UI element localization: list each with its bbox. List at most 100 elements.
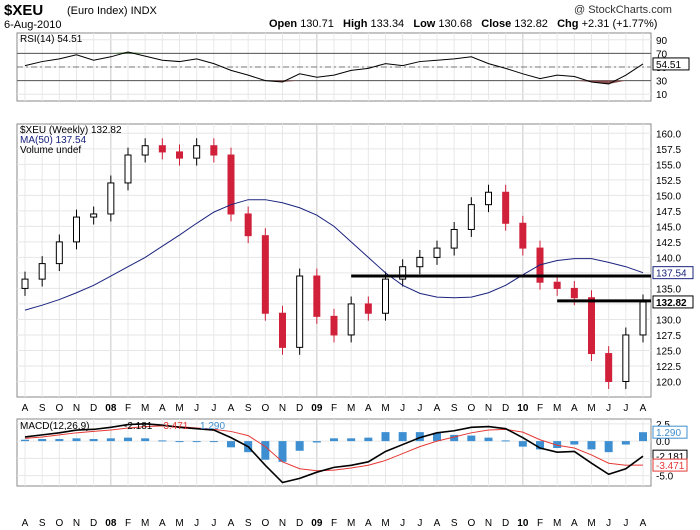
xtick-label: N bbox=[485, 403, 492, 414]
price-legend-entry: $XEU (Weekly) 132.82 bbox=[20, 125, 122, 136]
xtick-label: O bbox=[467, 403, 475, 414]
xtick-label: J bbox=[194, 518, 199, 529]
macd-histogram-bar bbox=[21, 439, 29, 442]
xtick-label: F bbox=[331, 518, 337, 529]
symbol-name: (Euro Index) bbox=[67, 5, 128, 17]
xtick-label: S bbox=[39, 518, 46, 529]
xtick-label: 10 bbox=[517, 403, 529, 414]
xtick-label: A bbox=[571, 518, 578, 529]
macd-value-box bbox=[652, 425, 688, 439]
macd-histogram-bar bbox=[175, 441, 184, 443]
xtick-label: N bbox=[485, 518, 492, 529]
candle-body bbox=[570, 287, 578, 299]
macd-histogram-bar bbox=[467, 435, 476, 442]
xtick-label: M bbox=[175, 403, 183, 414]
xtick-label: F bbox=[125, 518, 131, 529]
xtick-label: D bbox=[296, 403, 303, 414]
xtick-label: S bbox=[451, 518, 458, 529]
close-label: Close bbox=[481, 18, 512, 30]
macd-legend-value: -2.181 bbox=[124, 421, 153, 432]
price-legend-entry: MA(50) 137.54 bbox=[20, 135, 87, 146]
macd-signal-line bbox=[24, 425, 644, 472]
xtick-label: N bbox=[73, 403, 80, 414]
macd-histogram-bar bbox=[415, 432, 424, 442]
price-ytick-label: 135.0 bbox=[656, 284, 681, 295]
close-value: 132.82 bbox=[514, 18, 548, 30]
candle-body bbox=[467, 204, 475, 230]
xtick-label: J bbox=[623, 518, 628, 529]
xtick-label: M bbox=[141, 518, 149, 529]
xtick-label: J bbox=[417, 403, 422, 414]
candle-body bbox=[38, 263, 46, 280]
xtick-label: J bbox=[211, 403, 216, 414]
open-value: 130.71 bbox=[300, 18, 334, 30]
price-ytick-label: 150.0 bbox=[656, 191, 681, 202]
xtick-label: M bbox=[381, 518, 389, 529]
chg-value: +2.31 (+1.77%) bbox=[581, 18, 658, 30]
candle-body bbox=[210, 145, 218, 156]
macd-histogram-bar bbox=[89, 439, 98, 442]
price-ytick-label: 140.0 bbox=[656, 253, 681, 264]
xtick-label: M bbox=[347, 403, 355, 414]
xtick-label: S bbox=[39, 403, 46, 414]
ma-value-box bbox=[652, 266, 694, 280]
price-ytick-label: 152.5 bbox=[656, 176, 681, 187]
macd-histogram-bar bbox=[330, 438, 338, 442]
price-value-box bbox=[652, 295, 694, 309]
price-ytick-label: 130.0 bbox=[656, 315, 681, 326]
candle-body bbox=[639, 301, 647, 336]
xtick-label: A bbox=[571, 403, 578, 414]
xtick-label: A bbox=[228, 518, 235, 529]
xtick-label: J bbox=[211, 518, 216, 529]
macd-histogram-bar bbox=[295, 441, 304, 451]
candle-body bbox=[519, 222, 527, 249]
rsi-value-label: 54.51 bbox=[656, 60, 681, 71]
macd-histogram-bar bbox=[209, 441, 218, 443]
xtick-label: F bbox=[331, 403, 337, 414]
macd-histogram-bar bbox=[227, 441, 235, 448]
price-value-label: 132.82 bbox=[656, 298, 687, 309]
low-label: Low bbox=[413, 18, 436, 30]
price-ytick-label: 120.0 bbox=[656, 377, 681, 388]
candle-body bbox=[382, 278, 389, 314]
macd-legend-signal: -3.471 bbox=[160, 421, 189, 432]
candle-body bbox=[21, 278, 29, 289]
xtick-label: A bbox=[365, 403, 372, 414]
macd-histogram-bar bbox=[364, 437, 373, 442]
candle-body bbox=[416, 256, 424, 268]
macd-value-label: 1.290 bbox=[656, 428, 681, 439]
rsi-line bbox=[24, 51, 644, 85]
xtick-label: J bbox=[606, 518, 611, 529]
xtick-label: D bbox=[90, 518, 97, 529]
price-ytick-label: 122.5 bbox=[656, 362, 681, 373]
xtick-label: O bbox=[55, 403, 63, 414]
candle-body bbox=[141, 145, 149, 156]
exchange-label: INDX bbox=[130, 5, 157, 17]
chg-label: Chg bbox=[557, 18, 579, 30]
xtick-label: A bbox=[22, 518, 29, 529]
xtick-label: A bbox=[434, 518, 441, 529]
candle-body bbox=[107, 182, 115, 215]
macd-histogram-bar bbox=[158, 440, 167, 442]
macd-histogram-bar bbox=[278, 441, 287, 462]
xtick-label: M bbox=[175, 518, 183, 529]
xtick-label: 10 bbox=[517, 518, 529, 529]
candle-body bbox=[588, 297, 595, 355]
candle-body bbox=[399, 266, 407, 280]
macd-histogram-bar bbox=[381, 432, 390, 442]
xtick-label: M bbox=[553, 403, 561, 414]
macd-histogram-bar bbox=[312, 441, 321, 443]
ma-value-label: 137.54 bbox=[656, 269, 687, 280]
candle-body bbox=[364, 303, 372, 314]
price-ytick-label: 142.5 bbox=[656, 238, 681, 249]
macd-histogram-bar bbox=[639, 432, 647, 442]
rsi-ytick-label: 10 bbox=[656, 90, 668, 101]
macd-value-label: -3.471 bbox=[656, 461, 685, 472]
macd-histogram-bar bbox=[124, 437, 132, 442]
macd-histogram-bar bbox=[570, 441, 579, 445]
xtick-label: A bbox=[159, 518, 166, 529]
macd-value-box bbox=[652, 458, 688, 472]
xtick-label: M bbox=[141, 403, 149, 414]
macd-legend-name: MACD(12,26,9) bbox=[20, 421, 89, 432]
candle-body bbox=[296, 275, 304, 348]
